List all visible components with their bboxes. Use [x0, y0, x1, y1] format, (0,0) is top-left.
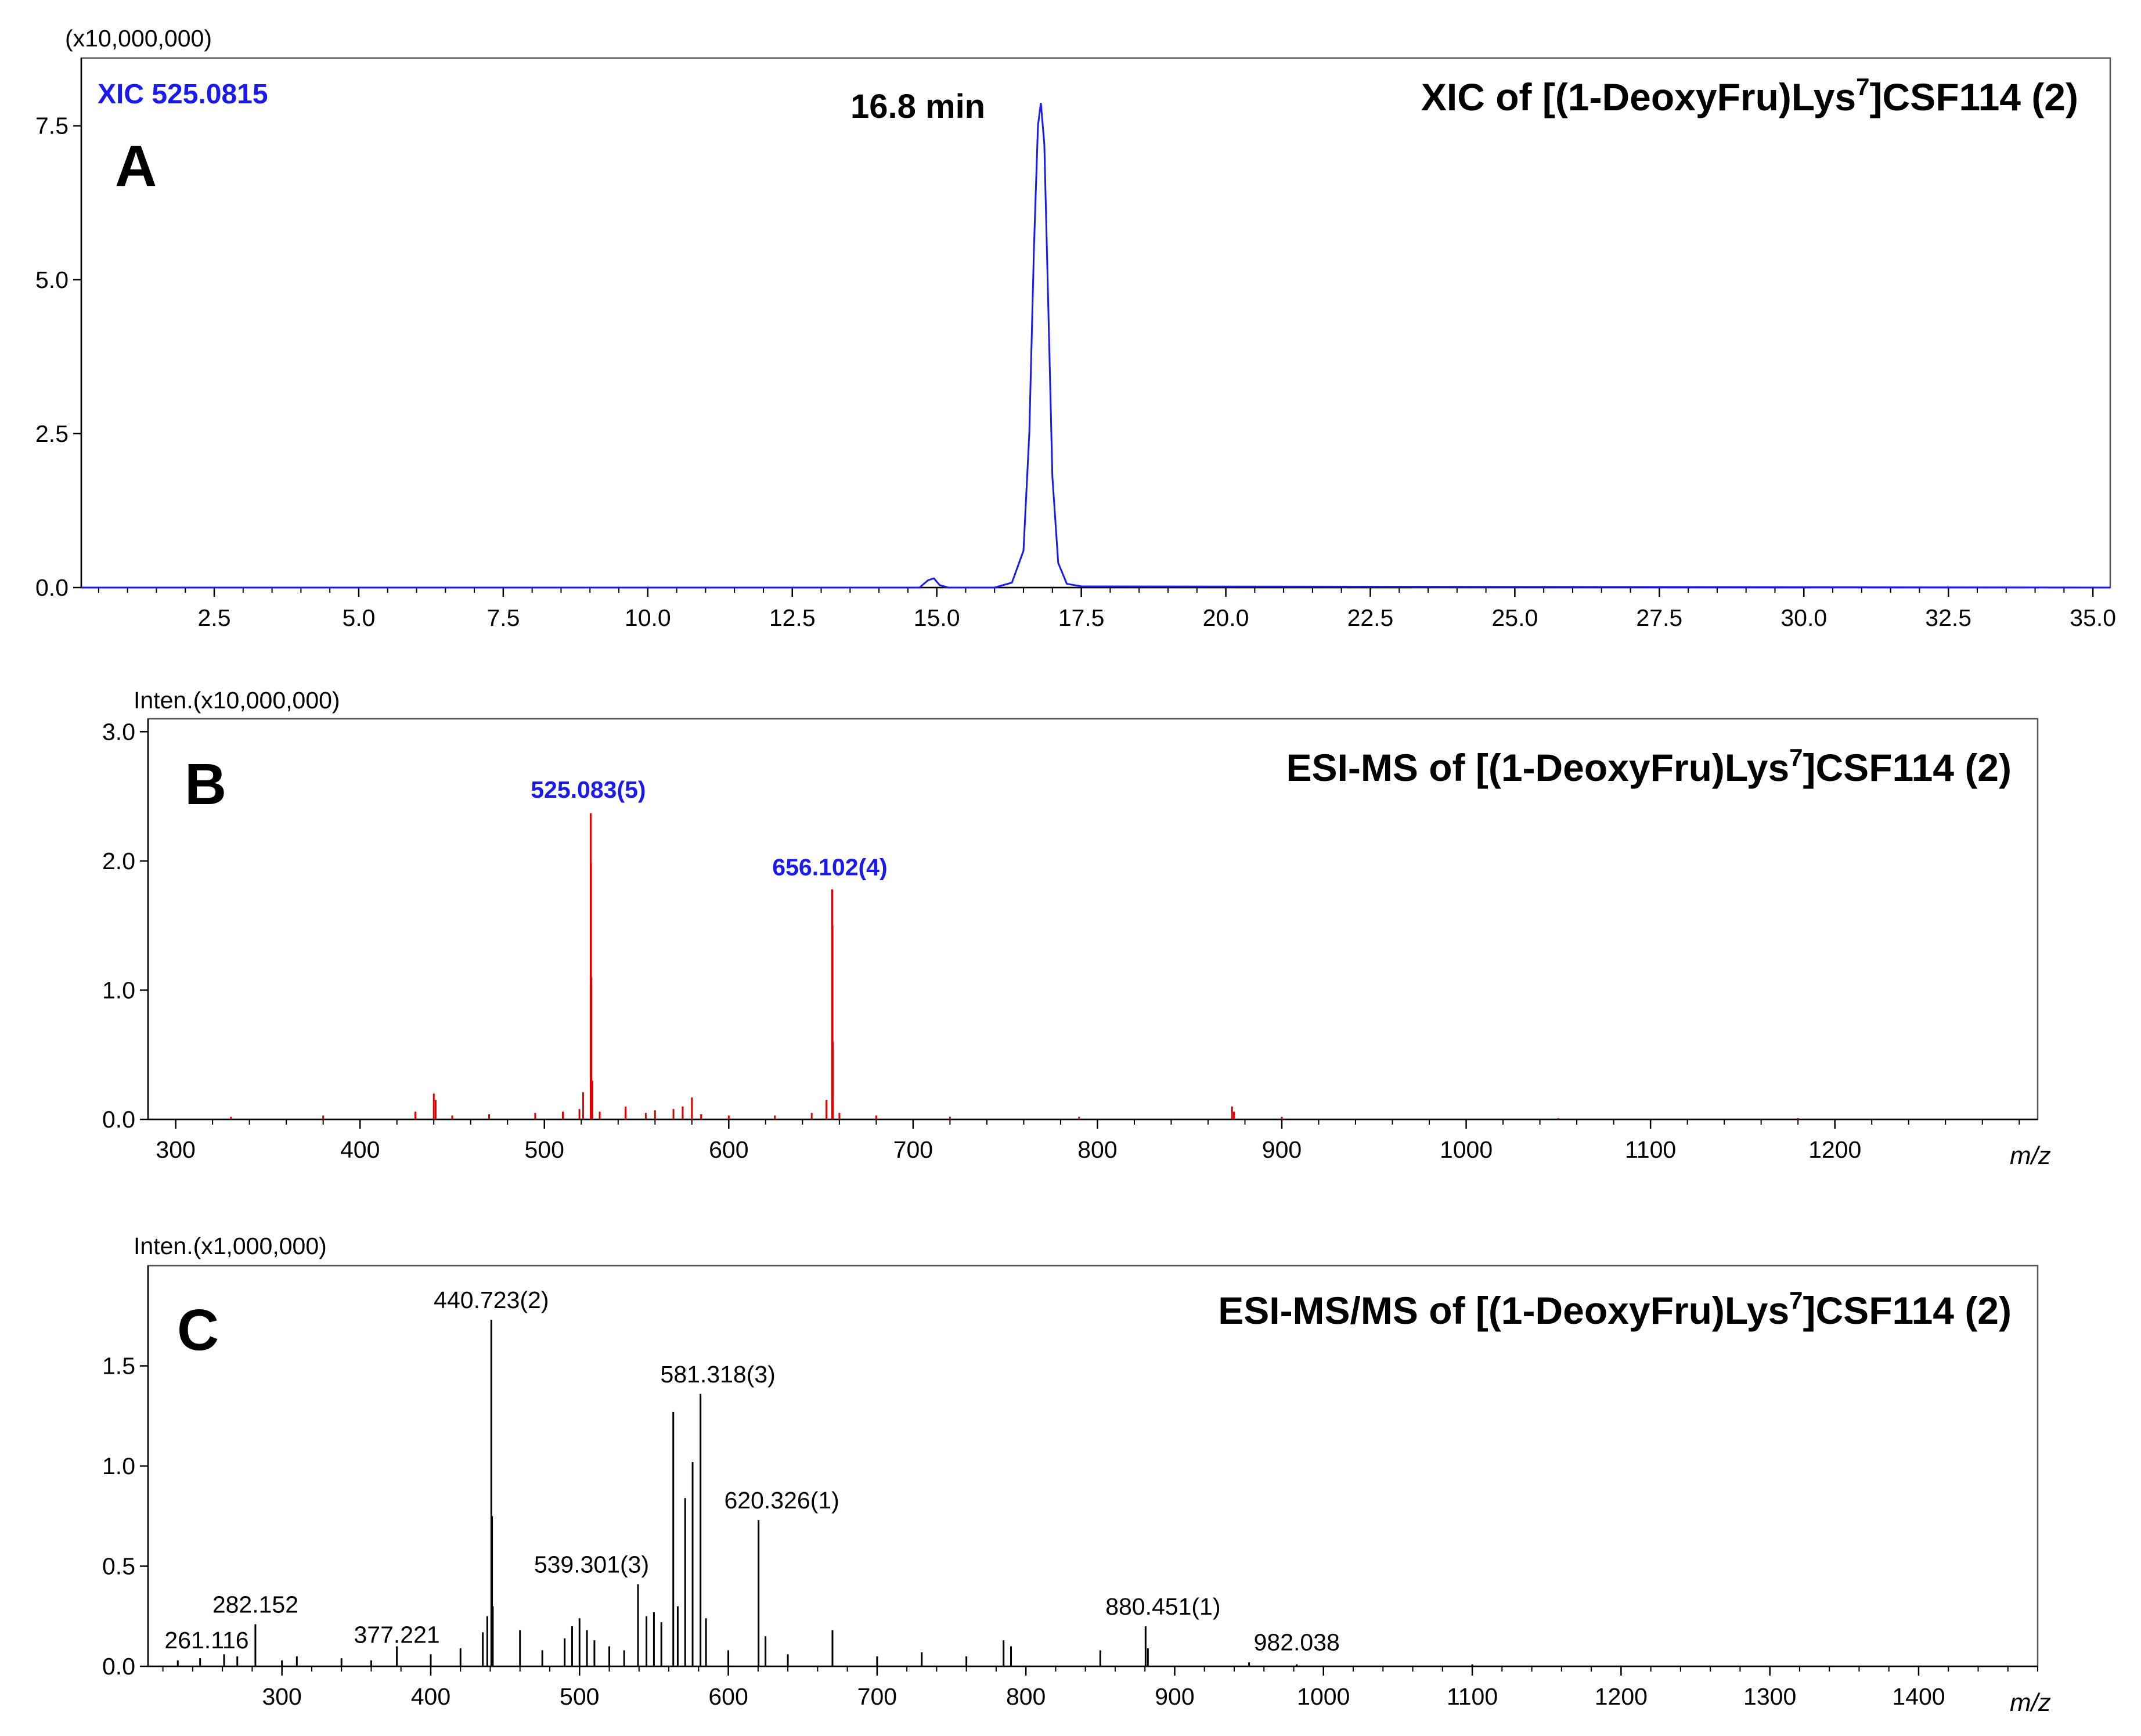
- panel-b-y-tick-label: 1.0: [102, 977, 135, 1003]
- panel-c-esi-msms-spectrum: Inten.(x1,000,000) 0.0 0.5 1.0 1.5 300 400 50…: [102, 1233, 2051, 1717]
- panel-a-x-tick-label: 2.5: [198, 604, 231, 631]
- panel-a-plot-frame: [80, 57, 2111, 589]
- panel-c-x-axis: 300 400 500 600 700 800 900 1000 1100 1200 1300 140…: [162, 1666, 2038, 1710]
- panel-c-title: ESI-MS/MS of [(1-DeoxyFru)Lys7]CSF114 (2…: [1218, 1287, 2012, 1332]
- peak-label: 282.152: [212, 1591, 298, 1618]
- panel-a-y-tick-label: 7.5: [35, 113, 69, 139]
- panel-c-x-tick-label: 1100: [1447, 1683, 1498, 1710]
- panel-c-x-tick-label: 600: [708, 1683, 748, 1710]
- panel-b-x-tick-label: 600: [709, 1136, 748, 1163]
- peak-label: 982.038: [1254, 1629, 1340, 1656]
- peak-label: 440.723(2): [434, 1287, 549, 1313]
- panel-a-trace: [81, 103, 2111, 589]
- peak-label: 261.116: [164, 1627, 248, 1654]
- panel-a-y-tick-label: 0.0: [35, 574, 69, 601]
- panel-c-x-tick-label: 300: [262, 1683, 301, 1710]
- panel-b-y-axis: 0.0 1.0 2.0 3.0: [102, 718, 148, 1133]
- panel-c-x-tick-label: 1300: [1743, 1683, 1796, 1710]
- panel-b-letter: B: [185, 752, 226, 817]
- panel-a-x-tick-label: 22.5: [1347, 604, 1394, 631]
- panel-c-x-tick-label: 900: [1155, 1683, 1194, 1710]
- panel-c-x-tick-label: 1200: [1595, 1683, 1648, 1710]
- panel-c-y-tick-label: 0.5: [102, 1553, 135, 1580]
- panel-a-x-tick-label: 27.5: [1636, 604, 1682, 631]
- panel-b-x-axis: 300 400 500 600 700 800 900 1000 1100 1200: [156, 1119, 2020, 1163]
- panel-b-scale-label: Inten.(x10,000,000): [134, 687, 340, 714]
- panel-b-x-tick-label: 1000: [1440, 1136, 1493, 1163]
- panel-b-y-tick-label: 0.0: [102, 1106, 135, 1133]
- panel-a-x-tick-label: 5.0: [342, 604, 375, 631]
- panel-a-y-tick-label: 5.0: [35, 266, 69, 293]
- panel-b-x-tick-label: 1200: [1808, 1136, 1861, 1163]
- panel-b-y-tick-label: 2.0: [102, 848, 135, 874]
- peak-label: 620.326(1): [724, 1487, 839, 1514]
- peak-label: 377.221: [354, 1621, 439, 1648]
- peak-label: 656.102(4): [772, 853, 887, 880]
- panel-c-x-tick-label: 500: [560, 1683, 599, 1710]
- panel-a-x-tick-label: 10.0: [625, 604, 671, 631]
- panel-a-x-tick-label: 12.5: [769, 604, 816, 631]
- panel-c-y-tick-label: 1.5: [102, 1353, 135, 1380]
- panel-a-xic-chromatogram: (x10,000,000) 0.0 2.5 5.0 7.5 2.5 5.0 7.5 10.0…: [35, 25, 2116, 631]
- panel-a-x-tick-label: 35.0: [2070, 604, 2116, 631]
- panel-c-x-tick-label: 700: [857, 1683, 897, 1710]
- panel-b-peaks: [230, 813, 1799, 1119]
- panel-a-x-tick-label: 7.5: [486, 604, 520, 631]
- panel-b-esi-ms-spectrum: Inten.(x10,000,000) 0.0 1.0 2.0 3.0 300 400 5…: [102, 687, 2051, 1170]
- panel-a-y-axis: 0.0 2.5 5.0 7.5: [35, 113, 81, 601]
- panel-c-scale-label: Inten.(x1,000,000): [134, 1233, 327, 1259]
- panel-b-x-tick-label: 900: [1262, 1136, 1302, 1163]
- panel-c-x-tick-label: 1400: [1892, 1683, 1945, 1710]
- panel-a-x-axis: 2.5 5.0 7.5 10.0 12.5 15.0 17.5 20.0 22.5 25.0 27.…: [98, 588, 2116, 631]
- panel-a-x-tick-label: 32.5: [1925, 604, 1971, 631]
- panel-b-x-tick-label: 800: [1077, 1136, 1117, 1163]
- panel-a-x-tick-label: 20.0: [1203, 604, 1249, 631]
- panel-c-x-axis-label: m/z: [2010, 1688, 2051, 1717]
- peak-label: 880.451(1): [1105, 1593, 1220, 1620]
- panel-c-peaks: [176, 1320, 1473, 1666]
- peak-label: 581.318(3): [661, 1361, 776, 1388]
- xic-trace-line: [81, 103, 2111, 589]
- panel-b-x-axis-label: m/z: [2010, 1141, 2051, 1170]
- peak-label: 525.083(5): [531, 776, 646, 803]
- panel-a-title: XIC of [(1-DeoxyFru)Lys7]CSF114 (2): [1421, 73, 2078, 118]
- panel-a-scale-label: (x10,000,000): [65, 25, 212, 52]
- panel-c-annotations: 440.723(2) 581.318(3) 620.326(1) 539.301(3)…: [164, 1287, 1339, 1655]
- panel-b-y-tick-label: 3.0: [102, 718, 135, 745]
- panel-b-x-tick-label: 400: [340, 1136, 380, 1163]
- panel-b-x-tick-label: 1100: [1625, 1136, 1676, 1163]
- panel-c-y-tick-label: 0.0: [102, 1653, 135, 1680]
- panel-a-y-tick-label: 2.5: [35, 420, 69, 447]
- panel-a-x-tick-label: 15.0: [914, 604, 960, 631]
- panel-b-x-tick-label: 700: [893, 1136, 933, 1163]
- retention-time-annotation: 16.8 min: [850, 88, 985, 125]
- xic-trace-label: XIC 525.0815: [98, 79, 268, 110]
- panel-b-x-tick-label: 500: [525, 1136, 564, 1163]
- panel-a-x-tick-label: 25.0: [1491, 604, 1538, 631]
- peak-label: 539.301(3): [534, 1551, 649, 1578]
- panel-c-letter: C: [177, 1298, 219, 1363]
- panel-b-title: ESI-MS of [(1-DeoxyFru)Lys7]CSF114 (2): [1286, 744, 2012, 789]
- panel-b-x-tick-label: 300: [156, 1136, 195, 1163]
- panel-c-x-tick-label: 1000: [1297, 1683, 1350, 1710]
- panel-a-letter: A: [115, 134, 157, 199]
- panel-c-x-tick-label: 800: [1006, 1683, 1046, 1710]
- panel-a-x-tick-label: 30.0: [1780, 604, 1827, 631]
- panel-b-annotations: 525.083(5) 656.102(4): [531, 776, 887, 881]
- panel-c-y-tick-label: 1.0: [102, 1453, 135, 1479]
- panel-c-y-axis: 0.0 0.5 1.0 1.5: [102, 1353, 148, 1680]
- panel-a-x-tick-label: 17.5: [1058, 604, 1105, 631]
- panel-c-x-tick-label: 400: [411, 1683, 450, 1710]
